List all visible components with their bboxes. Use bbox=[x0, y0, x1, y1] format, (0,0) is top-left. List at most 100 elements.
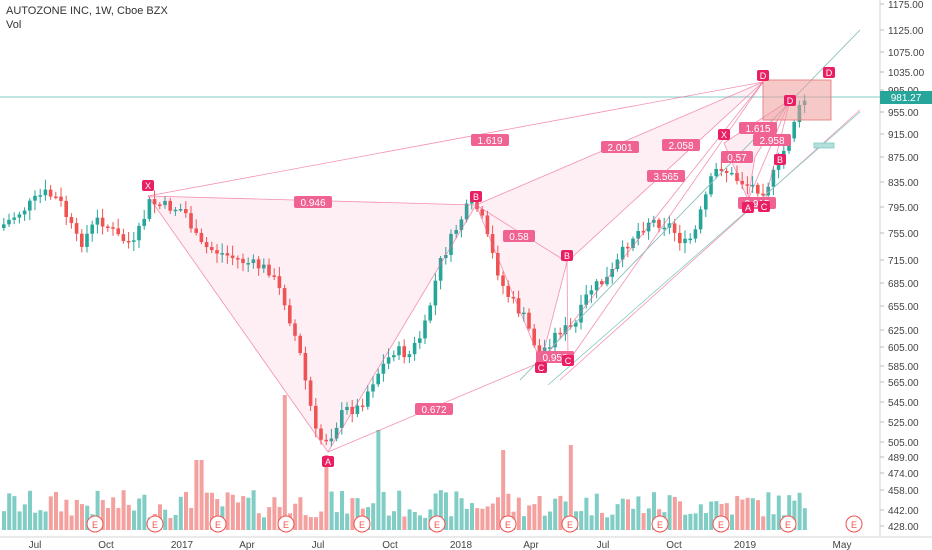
ratio-label-bg bbox=[415, 403, 453, 415]
volume-bar bbox=[678, 501, 682, 530]
time-tick-label: Oct bbox=[98, 540, 114, 550]
volume-bar bbox=[542, 515, 547, 530]
ratio-label: 2.958 bbox=[759, 136, 784, 147]
candle-body bbox=[121, 234, 126, 241]
ratio-label: 0.672 bbox=[421, 405, 446, 416]
volume-bar bbox=[236, 502, 240, 530]
last-price-tag bbox=[880, 91, 932, 104]
pattern-point-badge bbox=[784, 95, 796, 106]
volume-bar bbox=[600, 512, 604, 530]
candle-body bbox=[111, 227, 115, 229]
pattern-line bbox=[540, 261, 568, 363]
volume-bar bbox=[293, 503, 298, 530]
candle-body bbox=[693, 229, 698, 239]
candle-body bbox=[480, 209, 484, 216]
pattern-point-badge bbox=[757, 70, 769, 81]
candle-body bbox=[142, 218, 146, 226]
volume-bar bbox=[230, 494, 235, 530]
candle-body bbox=[464, 203, 469, 220]
volume-bar bbox=[667, 495, 672, 530]
candle-body bbox=[548, 347, 552, 349]
volume-bar bbox=[537, 495, 542, 530]
volume-bar bbox=[241, 496, 246, 530]
candle-body bbox=[584, 294, 588, 305]
earnings-marker bbox=[277, 515, 295, 533]
ratio-label-bg bbox=[647, 170, 685, 182]
candle-body bbox=[386, 357, 391, 364]
pattern-line bbox=[747, 156, 756, 201]
volume-bar bbox=[298, 497, 303, 530]
volume-bar bbox=[485, 506, 490, 530]
volume-bar bbox=[594, 493, 599, 530]
candle-body bbox=[428, 305, 432, 321]
candle-body bbox=[204, 242, 209, 248]
candle-body bbox=[470, 200, 474, 204]
volume-bar bbox=[464, 508, 469, 530]
price-tick-label: 489.00 bbox=[888, 453, 919, 464]
volume-bar bbox=[132, 510, 136, 530]
volume-bar bbox=[641, 513, 646, 530]
earnings-marker bbox=[712, 515, 730, 533]
candle-body bbox=[256, 259, 261, 269]
volume-bar bbox=[329, 491, 334, 530]
volume-bar bbox=[12, 496, 17, 530]
candle-body bbox=[350, 406, 354, 414]
candle-body bbox=[194, 228, 198, 233]
volume-bar bbox=[48, 496, 53, 530]
volume-bar bbox=[438, 490, 443, 530]
volume-bar bbox=[688, 513, 693, 530]
volume-bar bbox=[506, 493, 511, 530]
volume-bar bbox=[652, 492, 656, 530]
price-tick-label: 474.00 bbox=[888, 469, 919, 480]
volume-bar bbox=[579, 511, 584, 530]
candle-body bbox=[449, 233, 453, 255]
candle-body bbox=[376, 373, 380, 385]
ratio-label: 0.915 bbox=[744, 199, 769, 210]
candle-body bbox=[579, 304, 583, 323]
ratio-label-bg bbox=[753, 134, 791, 146]
candle-body bbox=[184, 209, 188, 214]
pattern-line bbox=[566, 261, 569, 363]
volume-bar bbox=[470, 503, 474, 530]
volume-bar bbox=[412, 511, 417, 530]
volume-bar bbox=[444, 492, 448, 530]
volume-bar bbox=[350, 498, 355, 530]
volume-bar bbox=[433, 493, 438, 530]
candle-body bbox=[7, 219, 11, 225]
price-tick-label: 955.00 bbox=[888, 108, 919, 119]
volume-bar bbox=[745, 497, 750, 530]
earnings-marker bbox=[561, 515, 579, 533]
candle-body bbox=[132, 240, 136, 242]
candle-body bbox=[2, 224, 6, 228]
price-tick-label: 795.00 bbox=[888, 203, 919, 214]
ratio-label: 3.565 bbox=[653, 172, 678, 183]
volume-bar bbox=[787, 495, 792, 530]
earnings-marker-label: E bbox=[851, 520, 857, 530]
candle-body bbox=[85, 233, 89, 247]
volume-bar bbox=[532, 504, 537, 530]
earnings-marker bbox=[146, 515, 164, 533]
volume-bar bbox=[204, 492, 209, 530]
candle-body bbox=[641, 231, 646, 233]
candle-body bbox=[558, 332, 562, 335]
price-tick-label: 875.00 bbox=[888, 153, 919, 164]
volume-bar bbox=[137, 498, 142, 530]
volume-bar bbox=[194, 460, 199, 530]
volume-bar bbox=[199, 460, 204, 530]
candle-body bbox=[163, 200, 167, 206]
volume-bar bbox=[272, 497, 277, 530]
volume-bar bbox=[714, 501, 719, 530]
volume-bar bbox=[69, 515, 74, 530]
candle-body bbox=[433, 280, 438, 306]
pattern-bcd-fill bbox=[476, 82, 763, 362]
price-tick-label: 835.00 bbox=[888, 178, 919, 189]
candle-body bbox=[756, 184, 760, 194]
volume-bar bbox=[459, 498, 464, 530]
candle-body bbox=[678, 232, 682, 244]
earnings-marker bbox=[499, 515, 517, 533]
candle-body bbox=[54, 196, 58, 199]
volume-bar bbox=[100, 500, 105, 530]
candle-body bbox=[137, 225, 141, 241]
volume-bar bbox=[111, 497, 116, 530]
